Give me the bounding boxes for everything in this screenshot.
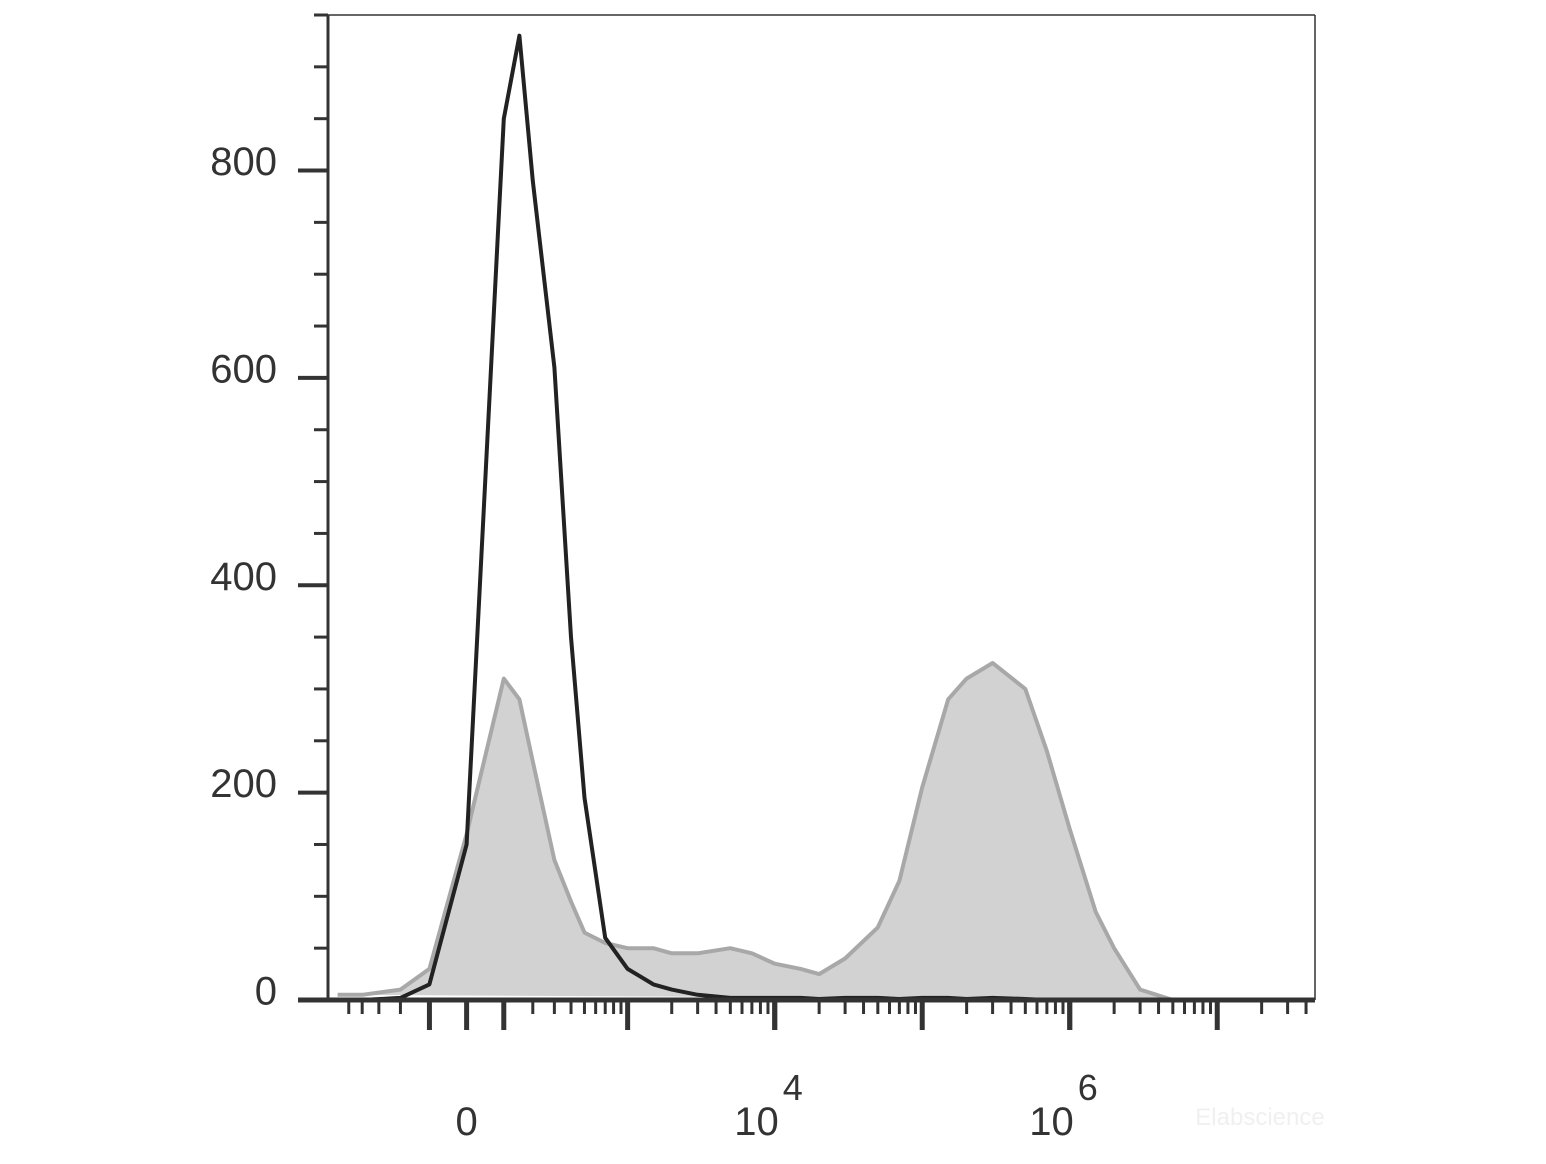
x-tick-label: 10 [1029,1100,1074,1144]
x-tick-label-group: 106 [1029,1067,1098,1144]
watermark: Elabscience [1195,1104,1324,1131]
y-tick-label: 200 [210,762,277,806]
y-tick-label: 0 [255,970,277,1014]
x-tick-label-group: 104 [734,1067,803,1144]
y-tick-label: 600 [210,347,277,391]
y-tick-label: 400 [210,555,277,599]
histogram-area [337,661,1306,1002]
x-tick-exponent: 6 [1078,1067,1098,1108]
y-tick-label: 800 [210,140,277,184]
x-tick-label: 10 [734,1100,779,1144]
x-tick-label: 0 [455,1100,477,1144]
x-tick-exponent: 4 [783,1067,803,1108]
